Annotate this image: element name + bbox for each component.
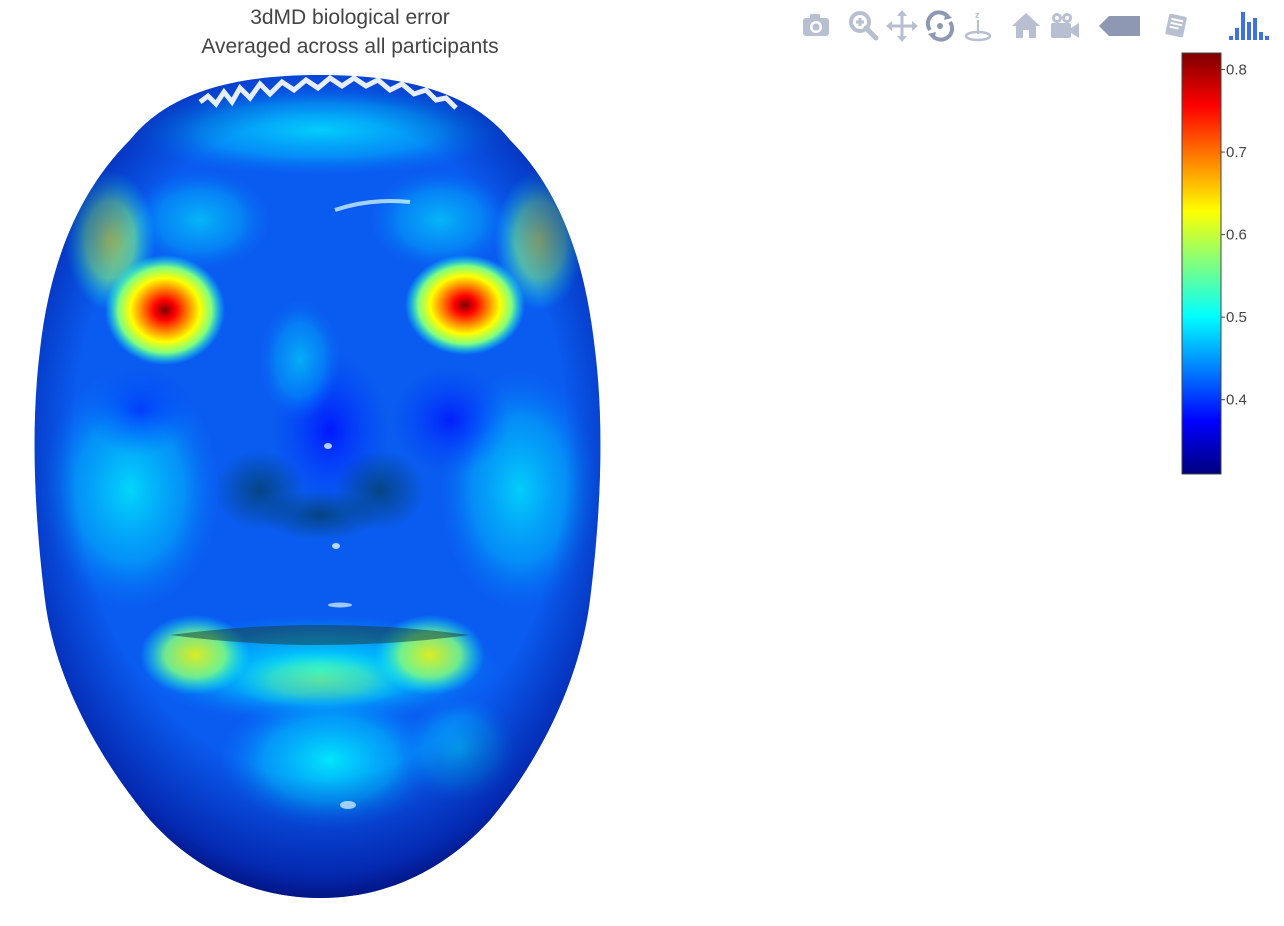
colorbar-svg: 0.4 0.5 0.6 0.7 0.8 — [1181, 52, 1247, 475]
colorbar-tick-label: 0.4 — [1226, 392, 1247, 409]
modebar: z — [796, 8, 1276, 44]
face-surface-svg[interactable] — [0, 60, 640, 920]
zoom-icon[interactable] — [846, 8, 882, 44]
colorbar-gradient — [1181, 52, 1222, 475]
spikelines-icon[interactable] — [1158, 8, 1194, 44]
chart-title-line-1: 3dMD biological error — [250, 6, 450, 29]
movie-camera-icon[interactable] — [1046, 8, 1082, 44]
colorbar-ticks: 0.4 0.5 0.6 0.7 0.8 — [1221, 62, 1247, 409]
pan-icon[interactable] — [884, 8, 920, 44]
colorbar-tick-label: 0.6 — [1226, 227, 1247, 244]
svg-text:z: z — [975, 10, 980, 20]
orbit-rotation-icon[interactable] — [922, 8, 958, 44]
home-icon[interactable] — [1008, 8, 1044, 44]
colorbar-tick-label: 0.8 — [1226, 62, 1247, 79]
chart-title-line-2: Averaged across all participants — [201, 35, 499, 58]
colorbar: 0.4 0.5 0.6 0.7 0.8 — [1181, 52, 1281, 476]
turntable-rotation-icon[interactable]: z — [960, 8, 996, 44]
colorbar-tick-label: 0.7 — [1226, 144, 1247, 161]
camera-icon[interactable] — [798, 8, 834, 44]
surface-plot[interactable] — [0, 60, 640, 920]
colorbar-tick-label: 0.5 — [1226, 309, 1247, 326]
plotly-logo-icon[interactable] — [1226, 8, 1274, 44]
chart-title: 3dMD biological error Averaged across al… — [150, 3, 550, 61]
tag-icon[interactable] — [1096, 8, 1144, 44]
